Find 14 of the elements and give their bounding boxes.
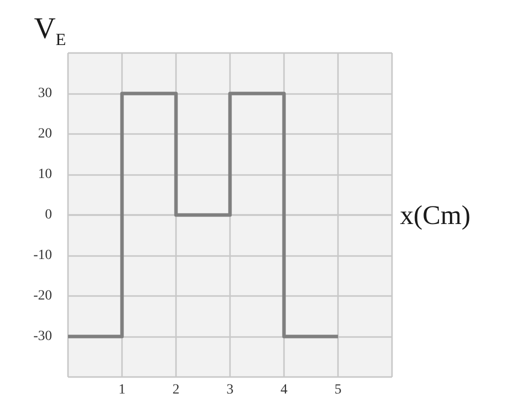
y-tick-label: 20 [38, 126, 52, 142]
x-tick-label: 1 [118, 382, 126, 398]
x-axis-title: x(Cm) [400, 200, 470, 230]
x-tick-label: 4 [280, 382, 288, 398]
y-axis-title: V$_{E}$ [34, 12, 66, 51]
y-tick-label: -20 [33, 288, 52, 304]
y-tick-label: -10 [33, 248, 52, 263]
y-tick-label: -30 [33, 329, 52, 344]
y-tick-label: 10 [38, 167, 52, 182]
x-tick-label: 2 [172, 382, 180, 398]
x-tick-label: 3 [226, 382, 234, 398]
y-tick-label: 0 [45, 208, 52, 222]
y-tick-label: 30 [38, 86, 52, 101]
x-tick-label: 5 [334, 382, 342, 398]
